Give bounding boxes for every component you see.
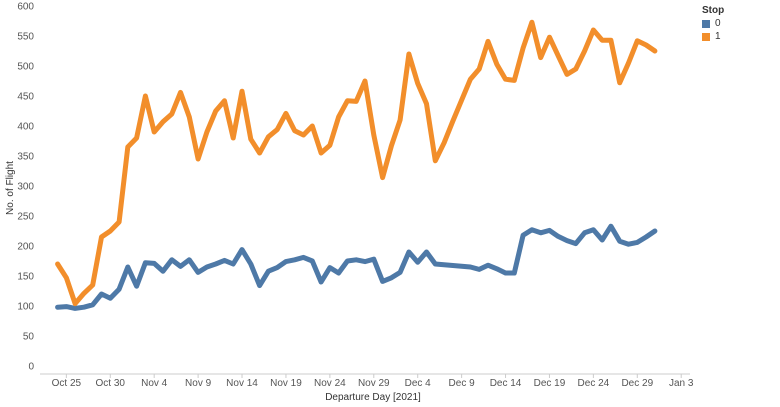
series-line-0[interactable] <box>55 223 658 311</box>
legend-item-1[interactable]: 1 <box>702 30 724 43</box>
x-tick-label: Dec 19 <box>534 378 566 389</box>
x-tick-label: Dec 14 <box>490 378 522 389</box>
x-tick-label: Dec 29 <box>621 378 653 389</box>
y-tick-label: 100 <box>17 302 34 313</box>
x-tick-label: Nov 9 <box>185 378 212 389</box>
series-line-1[interactable] <box>55 19 658 307</box>
x-tick-label: Nov 24 <box>314 378 346 389</box>
legend-item-0[interactable]: 0 <box>702 17 724 30</box>
x-tick-label: Nov 19 <box>270 378 302 389</box>
x-tick-label: Dec 4 <box>405 378 432 389</box>
y-tick-label: 350 <box>17 152 34 163</box>
legend-swatch-1 <box>702 32 710 41</box>
x-tick-label: Nov 4 <box>141 378 168 389</box>
x-tick-label: Nov 29 <box>358 378 390 389</box>
y-tick-label: 550 <box>17 32 34 43</box>
y-tick-label: 0 <box>28 362 34 373</box>
x-axis-ticks: Oct 25 Oct 30 Nov 4 Nov 9 Nov 14 Nov 19 Nov 24… <box>52 374 694 389</box>
x-tick-label: Oct 25 <box>52 378 82 389</box>
x-axis-title: Departure Day [2021] <box>325 392 421 403</box>
legend-label-1: 1 <box>715 31 721 42</box>
y-axis-ticks: 0 50 100 150 200 250 300 350 400 450 500 550 600 <box>17 2 34 373</box>
y-tick-label: 450 <box>17 92 34 103</box>
y-tick-label: 400 <box>17 122 34 133</box>
y-tick-label: 500 <box>17 62 34 73</box>
series-lines <box>55 19 658 311</box>
y-tick-label: 50 <box>23 332 35 343</box>
y-tick-label: 150 <box>17 272 34 283</box>
y-tick-label: 600 <box>17 2 34 13</box>
y-axis-title: No. of Flight <box>5 161 16 215</box>
x-tick-label: Dec 9 <box>449 378 476 389</box>
y-tick-label: 300 <box>17 182 34 193</box>
x-tick-label: Nov 14 <box>226 378 258 389</box>
legend-title: Stop <box>702 5 725 16</box>
legend-swatch-0 <box>702 19 710 28</box>
x-tick-label: Jan 3 <box>669 378 694 389</box>
legend[interactable]: Stop 0 1 <box>702 5 724 43</box>
y-tick-label: 250 <box>17 212 34 223</box>
x-tick-label: Dec 24 <box>578 378 610 389</box>
legend-label-0: 0 <box>715 18 721 29</box>
x-tick-label: Oct 30 <box>96 378 126 389</box>
y-tick-label: 200 <box>17 242 34 253</box>
